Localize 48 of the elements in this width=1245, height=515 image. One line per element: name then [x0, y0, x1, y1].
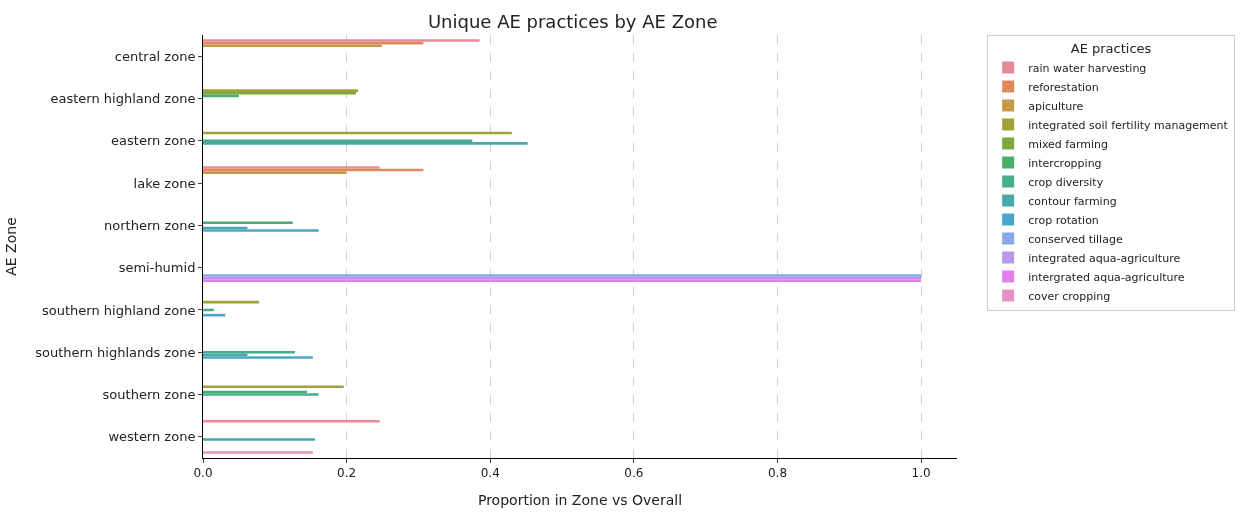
- legend-label: mixed farming: [1028, 137, 1109, 151]
- legend-label: integrated aqua-agriculture: [1028, 251, 1181, 265]
- bar: [203, 419, 380, 423]
- bar: [203, 393, 319, 396]
- x-axis-title: Proportion in Zone vs Overall: [477, 491, 683, 508]
- y-tick-label: central zone: [114, 48, 196, 64]
- bar: [203, 356, 313, 359]
- bar: [203, 39, 480, 42]
- legend-label: crop rotation: [1028, 213, 1099, 227]
- y-tick-label: lake zone: [133, 175, 196, 191]
- y-tick-label: eastern highland zone: [50, 91, 196, 106]
- bar: [203, 166, 380, 169]
- y-tick-label: southern highland zone: [42, 302, 196, 318]
- bar: [203, 385, 344, 389]
- y-tick-label: northern zone: [104, 217, 196, 233]
- y-axis-title: AE Zone: [2, 217, 19, 276]
- bar: [203, 229, 319, 232]
- y-tick-label: semi-humid: [118, 260, 196, 276]
- bar: [203, 44, 382, 48]
- legend-label: rain water harvesting: [1028, 61, 1147, 75]
- bar: [203, 142, 528, 145]
- y-tick-label: southern zone: [102, 387, 196, 403]
- bar: [203, 451, 313, 454]
- legend-label: crop diversity: [1028, 175, 1104, 189]
- legend-label: conserved tillage: [1028, 232, 1123, 246]
- bar: [203, 221, 293, 225]
- legend-label: intergrated aqua-agriculture: [1028, 270, 1185, 284]
- legend-title: AE practices: [1070, 40, 1152, 56]
- x-tick-label: 0.0: [193, 466, 213, 481]
- bar: [203, 438, 316, 441]
- legend-label: reforestation: [1028, 80, 1099, 94]
- y-tick-label: eastern zone: [111, 133, 196, 149]
- legend-label: apiculture: [1028, 99, 1084, 113]
- x-tick-label: 0.6: [624, 466, 644, 481]
- legend-label: integrated soil fertility management: [1028, 118, 1229, 132]
- bar: [203, 350, 295, 354]
- x-tick-label: 0.2: [337, 466, 357, 481]
- y-tick-label: western zone: [108, 429, 196, 445]
- bar: [203, 139, 473, 143]
- legend-label: contour farming: [1028, 194, 1117, 208]
- x-tick-label: 0.4: [480, 466, 500, 481]
- chart-title: Unique AE practices by AE Zone: [427, 11, 718, 33]
- bar: [203, 171, 347, 174]
- x-tick-label: 1.0: [911, 466, 931, 481]
- x-tick-label: 0.8: [767, 466, 788, 481]
- legend-label: intercropping: [1028, 156, 1102, 170]
- y-tick-label: southern highlands zone: [35, 344, 196, 360]
- legend-label: cover cropping: [1028, 289, 1111, 303]
